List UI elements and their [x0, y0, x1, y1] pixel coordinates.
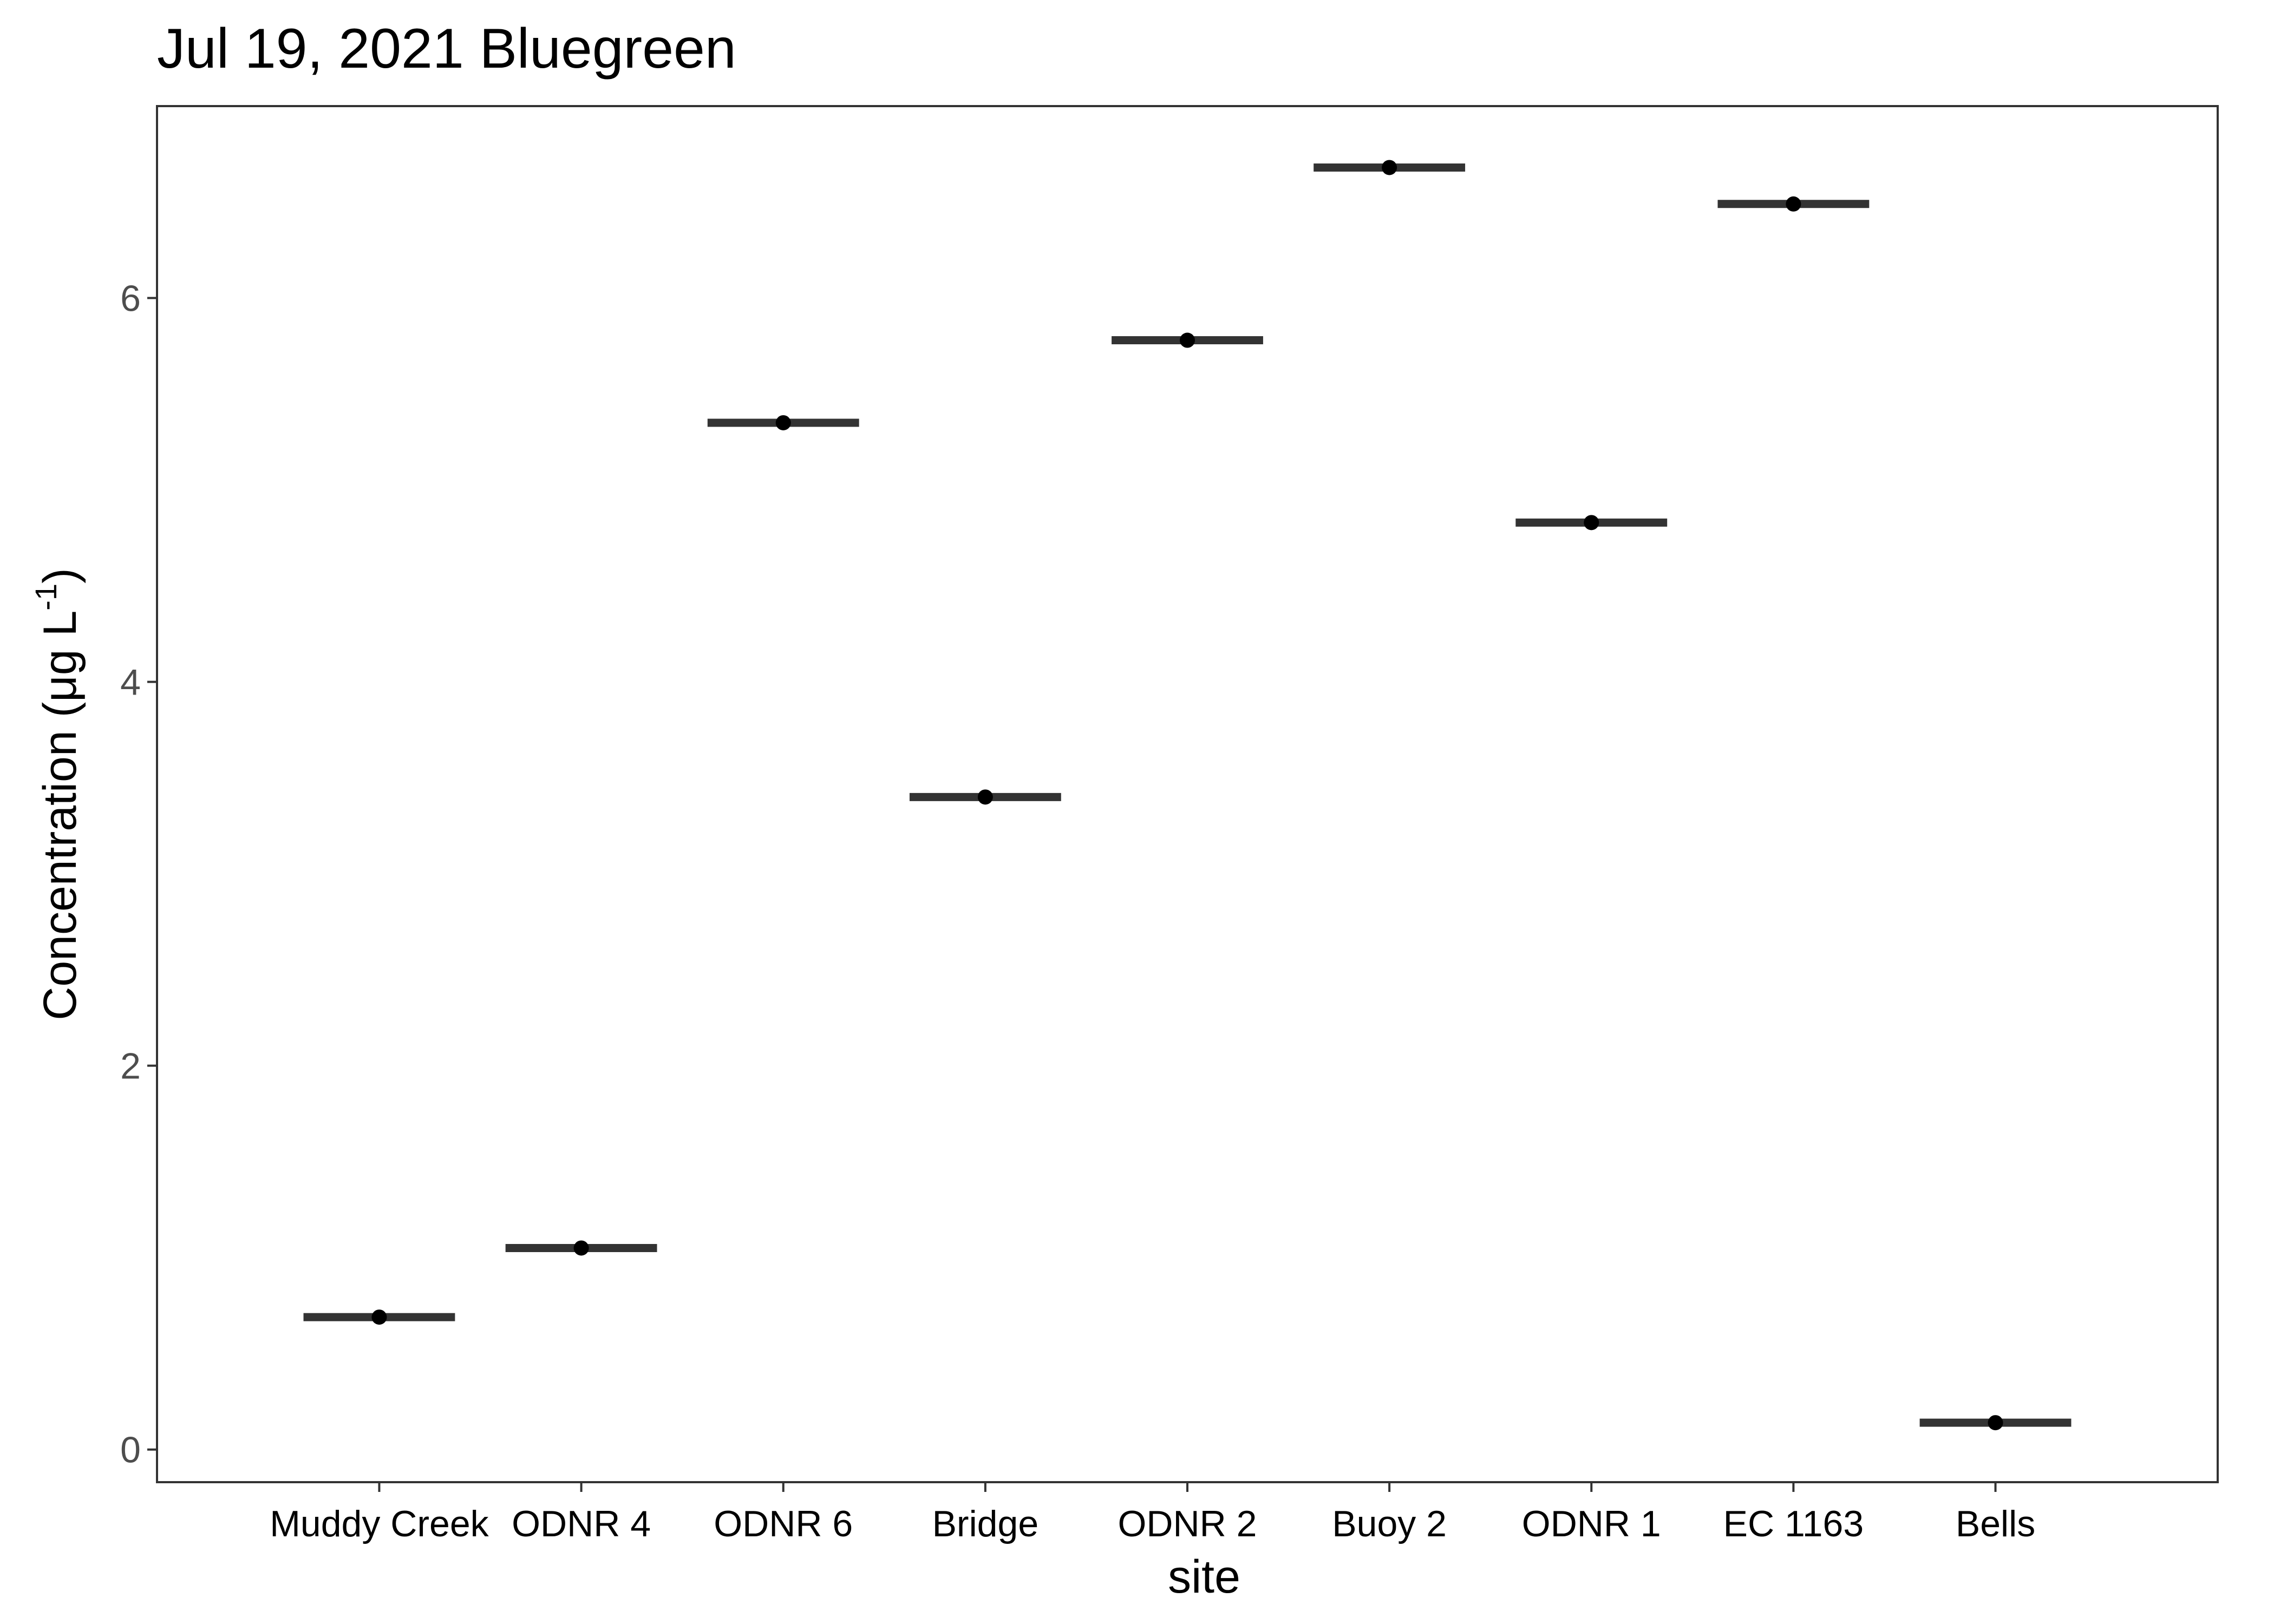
y-tick-label: 2: [120, 1046, 141, 1087]
x-tick-label: Bridge: [932, 1503, 1039, 1544]
y-tick-label: 0: [120, 1430, 141, 1471]
y-tick-label: 4: [120, 662, 141, 703]
data-point: [977, 789, 993, 805]
data-point: [1382, 160, 1397, 175]
y-axis-title-sup: -1: [29, 584, 63, 611]
x-tick-label: EC 1163: [1723, 1503, 1864, 1544]
data-point: [1786, 196, 1801, 212]
data-point: [1988, 1415, 2003, 1431]
x-tick-label: ODNR 1: [1522, 1503, 1661, 1544]
x-axis: Muddy Creek ODNR 4 ODNR 6 Bridge ODNR 2 Buoy …: [270, 1482, 2035, 1544]
y-tick-label: 6: [120, 278, 141, 319]
data-point: [371, 1309, 387, 1325]
y-axis-title: Concentration (μg L-1): [29, 568, 86, 1020]
x-tick-label: Buoy 2: [1332, 1503, 1447, 1544]
x-tick-label: Bells: [1956, 1503, 2035, 1544]
x-tick-label: ODNR 4: [512, 1503, 651, 1544]
data-point: [775, 415, 791, 430]
y-axis-title-main: Concentration (μg L: [34, 611, 86, 1020]
data-point: [1180, 332, 1195, 348]
plot-panel: [156, 105, 2219, 1483]
x-axis-title: site: [1168, 1551, 1240, 1603]
data-point: [573, 1240, 589, 1256]
x-tick-label: ODNR 6: [714, 1503, 853, 1544]
x-tick-label: Muddy Creek: [270, 1503, 489, 1544]
y-axis: 0 2 4 6: [120, 278, 157, 1471]
data-point: [1584, 515, 1599, 531]
x-tick-label: ODNR 2: [1118, 1503, 1257, 1544]
y-axis-title-close: ): [34, 568, 86, 584]
data-marks: [303, 160, 2072, 1431]
chart-title: Jul 19, 2021 Bluegreen: [157, 17, 736, 80]
